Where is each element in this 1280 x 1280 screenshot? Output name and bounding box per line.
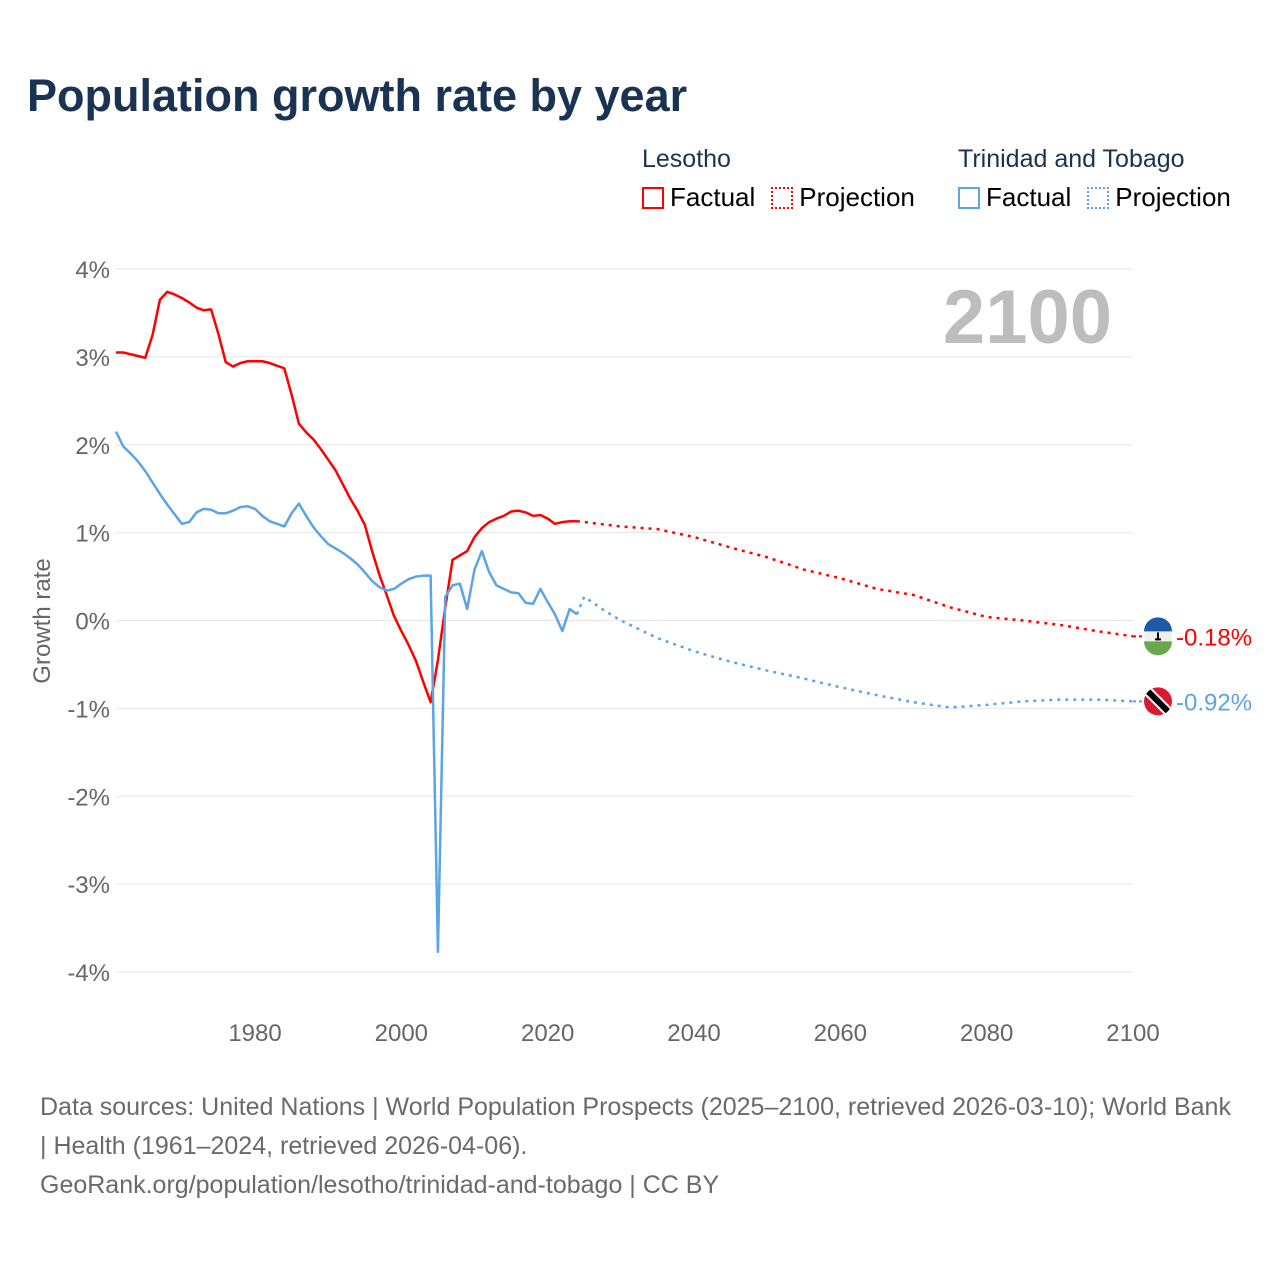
x-tick-label: 2020 [521, 1020, 574, 1047]
y-tick-label: -3% [67, 872, 110, 899]
y-tick-label: 0% [75, 609, 110, 636]
legend-item-trinidad-projection[interactable]: Projection [1087, 182, 1231, 213]
legend-swatch [958, 186, 980, 209]
end-value-label: -0.92% [1176, 689, 1252, 716]
y-tick-label: -4% [67, 960, 110, 987]
x-tick-label: 2080 [960, 1020, 1013, 1047]
legend-group-name: Trinidad and Tobago [958, 145, 1185, 173]
x-tick-label: 2100 [1106, 1020, 1159, 1047]
legend-swatch [771, 186, 794, 209]
chart-title: Population growth rate by year [27, 70, 688, 121]
year-overlay: 2100 [943, 275, 1112, 360]
flag-part [1144, 617, 1172, 632]
y-tick-label: 3% [75, 345, 110, 372]
series-line-factual-1 [114, 431, 578, 954]
y-tick-label: 1% [75, 521, 110, 548]
flag-part [1144, 687, 1172, 716]
flag-part [1155, 632, 1161, 641]
legend-swatch [1087, 186, 1110, 209]
legend-group-trinidad: Trinidad and Tobago Factual Projection [958, 145, 1231, 213]
credit-link[interactable]: GeoRank.org/population/lesotho/trinidad-… [40, 1171, 720, 1199]
legend-item-trinidad-factual[interactable]: Factual [958, 182, 1071, 213]
legend-swatch [642, 186, 664, 209]
flag-part [1144, 641, 1172, 656]
legend-group-lesotho: Lesotho Factual Projection [642, 145, 915, 213]
legend-item-lesotho-factual[interactable]: Factual [642, 182, 755, 213]
x-tick-label: 2060 [814, 1020, 867, 1047]
data-sources: Data sources: United Nations | World Pop… [40, 1093, 1231, 1160]
plot-area: 4% 3% 2% 1% 0% -1% -2% -3% -4% 1980 2000 2020 2040 20… [29, 257, 1252, 1047]
y-tick-label: 2% [75, 433, 110, 460]
x-tick-label: 2000 [375, 1020, 428, 1047]
legend-group-name: Lesotho [642, 145, 731, 173]
legend-label: Projection [799, 182, 915, 212]
y-axis-label: Growth rate [29, 558, 56, 683]
x-tick-label: 1980 [228, 1020, 281, 1047]
footer: Data sources: United Nations | World Pop… [40, 1088, 1240, 1205]
end-value-label: -0.18% [1176, 624, 1252, 651]
legend-label: Projection [1115, 182, 1231, 212]
legend-item-lesotho-projection[interactable]: Projection [771, 182, 915, 213]
y-tick-label: 4% [75, 257, 110, 284]
x-tick-label: 2040 [667, 1020, 720, 1047]
series-line-projection-0 [576, 519, 1134, 638]
y-tick-label: -1% [67, 696, 110, 723]
series-line-projection-1 [575, 594, 1134, 709]
series-line-factual-0 [116, 290, 577, 704]
y-tick-label: -2% [67, 784, 110, 811]
legend-label: Factual [986, 182, 1072, 212]
legend-label: Factual [670, 182, 756, 212]
